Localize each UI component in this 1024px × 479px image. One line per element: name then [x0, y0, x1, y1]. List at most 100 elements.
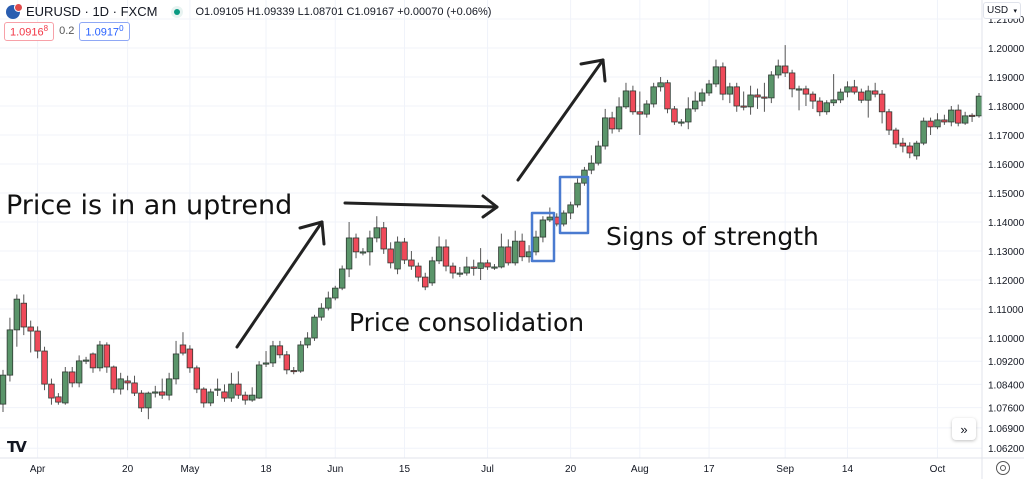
candle-body-up [698, 92, 706, 102]
candle-body-down [193, 367, 201, 390]
candle-body-down [671, 108, 678, 123]
candle-body-up [207, 391, 214, 404]
candle-body-up [318, 307, 325, 318]
candle [664, 79, 671, 114]
candle-body-down [20, 302, 27, 328]
candle [650, 82, 657, 108]
candle-body-down [276, 345, 284, 356]
candle [435, 236, 443, 265]
sell-button[interactable]: 1.09168 [4, 22, 55, 41]
candle-body-down [781, 65, 789, 74]
candle-body-down [968, 114, 976, 117]
candle [906, 142, 913, 159]
candle [608, 111, 616, 134]
candle [615, 97, 623, 133]
candle [885, 108, 893, 135]
y-tick-label: 1.08400 [988, 380, 1024, 391]
candle [117, 372, 124, 395]
candle [352, 233, 360, 259]
candle-body-up [117, 378, 124, 390]
x-tick-label: Sep [776, 464, 794, 475]
candle [948, 106, 955, 127]
candle-body-down [41, 350, 48, 385]
candle-body-up [304, 337, 311, 346]
candle [373, 216, 380, 243]
candle-body-up [512, 240, 519, 264]
candle [463, 256, 470, 276]
candle-body-down [48, 383, 55, 399]
candle-body-up [0, 374, 7, 405]
y-tick-label: 1.21000 [988, 15, 1024, 26]
candle [131, 375, 138, 396]
candle-body-down [899, 142, 907, 147]
y-tick-label: 1.09200 [988, 357, 1024, 368]
candle-body-up [435, 246, 443, 262]
chevron-down-icon: ▾ [1013, 7, 1017, 15]
candle-body-down [788, 72, 796, 90]
candle-body-up [712, 66, 720, 85]
candle-body-up [837, 91, 844, 101]
candle-body-down [858, 91, 865, 101]
candle [332, 285, 339, 301]
candle [775, 59, 782, 79]
candle [602, 108, 609, 150]
candle-body-down [124, 380, 131, 384]
candle-body-up [567, 204, 574, 214]
candle-body-up [622, 90, 630, 108]
x-tick-label: 20 [122, 464, 134, 475]
candle [878, 90, 886, 124]
candle [747, 85, 754, 115]
candle-body-down [608, 117, 616, 130]
buy-button[interactable]: 1.09170 [79, 22, 130, 41]
symbol-title[interactable]: EURUSD · 1D · FXCM [26, 4, 158, 19]
x-tick-label: 20 [565, 464, 577, 475]
candle-body-down [283, 354, 291, 371]
tradingview-logo[interactable]: TV [7, 438, 27, 456]
candle-body-down [809, 93, 817, 102]
candle [422, 272, 429, 291]
candle [975, 92, 983, 118]
scroll-to-realtime-button[interactable]: » [952, 418, 976, 440]
candle [408, 251, 415, 270]
candle-body-up [456, 272, 464, 275]
gear-icon[interactable] [996, 461, 1010, 475]
candle-body-up [726, 86, 734, 95]
candle-body-up [311, 316, 318, 339]
candle [816, 97, 823, 117]
candle-body-down [955, 109, 962, 124]
candle-body-down [664, 82, 671, 110]
time-axis[interactable]: Apr 20 May 18 Jun 15 Jul 20 Aug 17 Sep 14 Oct [30, 464, 946, 475]
candle [428, 256, 436, 286]
breakout-arrow [516, 58, 607, 182]
candle-body-down [34, 330, 41, 352]
sell-price-sup: 8 [43, 24, 49, 33]
candle [636, 91, 644, 135]
candle [740, 91, 747, 111]
x-tick-label: 18 [260, 464, 272, 475]
currency-dropdown[interactable]: USD ▾ [983, 2, 1021, 19]
candle-body-up [595, 145, 602, 164]
candle-body-down [636, 111, 644, 115]
candle-body-up [394, 241, 401, 270]
candle [124, 375, 131, 391]
candle [415, 262, 422, 282]
candle-body-down [733, 86, 740, 107]
price-axis[interactable]: 1.21000 1.20000 1.19000 1.18000 1.17000 1.160… [988, 15, 1024, 455]
candle-body-up [96, 344, 104, 369]
y-tick-label: 1.15000 [988, 189, 1024, 200]
candle-body-down [629, 90, 637, 113]
candle-body-down [103, 344, 111, 368]
candle-body-down [906, 145, 913, 154]
candle [830, 74, 837, 106]
candle [968, 113, 976, 122]
candle [159, 378, 166, 399]
candle-body-up [795, 88, 803, 91]
candle [228, 372, 235, 402]
candle [110, 365, 117, 394]
x-tick-label: 14 [842, 464, 854, 475]
candle [449, 262, 457, 279]
candle [338, 265, 346, 291]
candle [629, 85, 637, 115]
candle [89, 352, 97, 373]
